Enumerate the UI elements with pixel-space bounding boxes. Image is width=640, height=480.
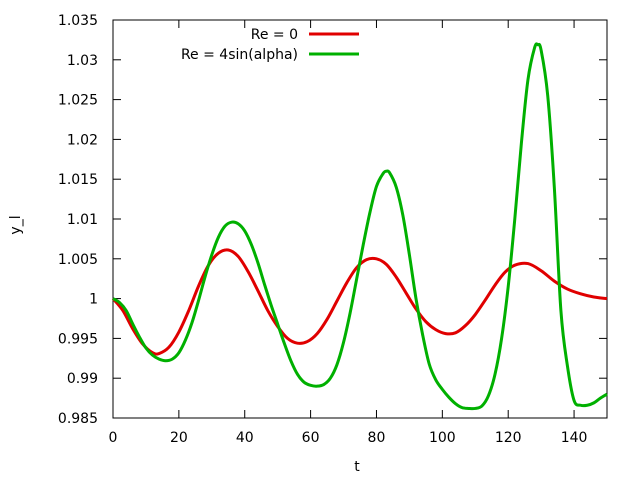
x-tick-label: 80 — [368, 430, 386, 446]
x-tick-label: 100 — [429, 430, 456, 446]
y-tick-label: 1 — [89, 292, 98, 308]
y-tick-label: 0.985 — [58, 411, 98, 427]
y-tick-label: 1.035 — [58, 13, 98, 29]
y-tick-label: 1.02 — [67, 132, 98, 148]
y-tick-label: 0.995 — [58, 331, 98, 347]
series-line-2 — [112, 42, 608, 411]
x-tick-label: 140 — [561, 430, 588, 446]
y-tick-labels: 0.985 0.99 0.995 1 1.005 1.01 1.015 1.02 1.025 1.… — [58, 13, 98, 427]
plot-frame — [112, 19, 608, 419]
legend-label-series-1: Re = 0 — [251, 27, 298, 43]
axis-ticks — [112, 19, 607, 419]
x-tick-label: 0 — [109, 430, 118, 446]
legend-label-series-2: Re = 4sin(alpha) — [181, 47, 298, 63]
series-line-1 — [111, 248, 608, 356]
x-tick-label: 60 — [302, 430, 320, 446]
y-tick-label: 1.01 — [67, 212, 98, 228]
legend: Re = 0 Re = 4sin(alpha) — [181, 27, 359, 63]
x-tick-label: 20 — [170, 430, 188, 446]
y-tick-label: 1.005 — [58, 252, 98, 268]
x-tick-label: 40 — [236, 430, 254, 446]
y-tick-label: 0.99 — [67, 371, 98, 387]
x-tick-label: 120 — [495, 430, 522, 446]
y-tick-label: 1.015 — [58, 172, 98, 188]
x-axis-label: t — [354, 459, 360, 475]
y-axis-label: y_l — [8, 215, 24, 234]
x-tick-labels: 0 20 40 60 80 100 120 140 — [109, 430, 588, 446]
y-tick-label: 1.03 — [67, 53, 98, 69]
series-lines — [111, 42, 608, 411]
y-tick-label: 1.025 — [58, 93, 98, 109]
